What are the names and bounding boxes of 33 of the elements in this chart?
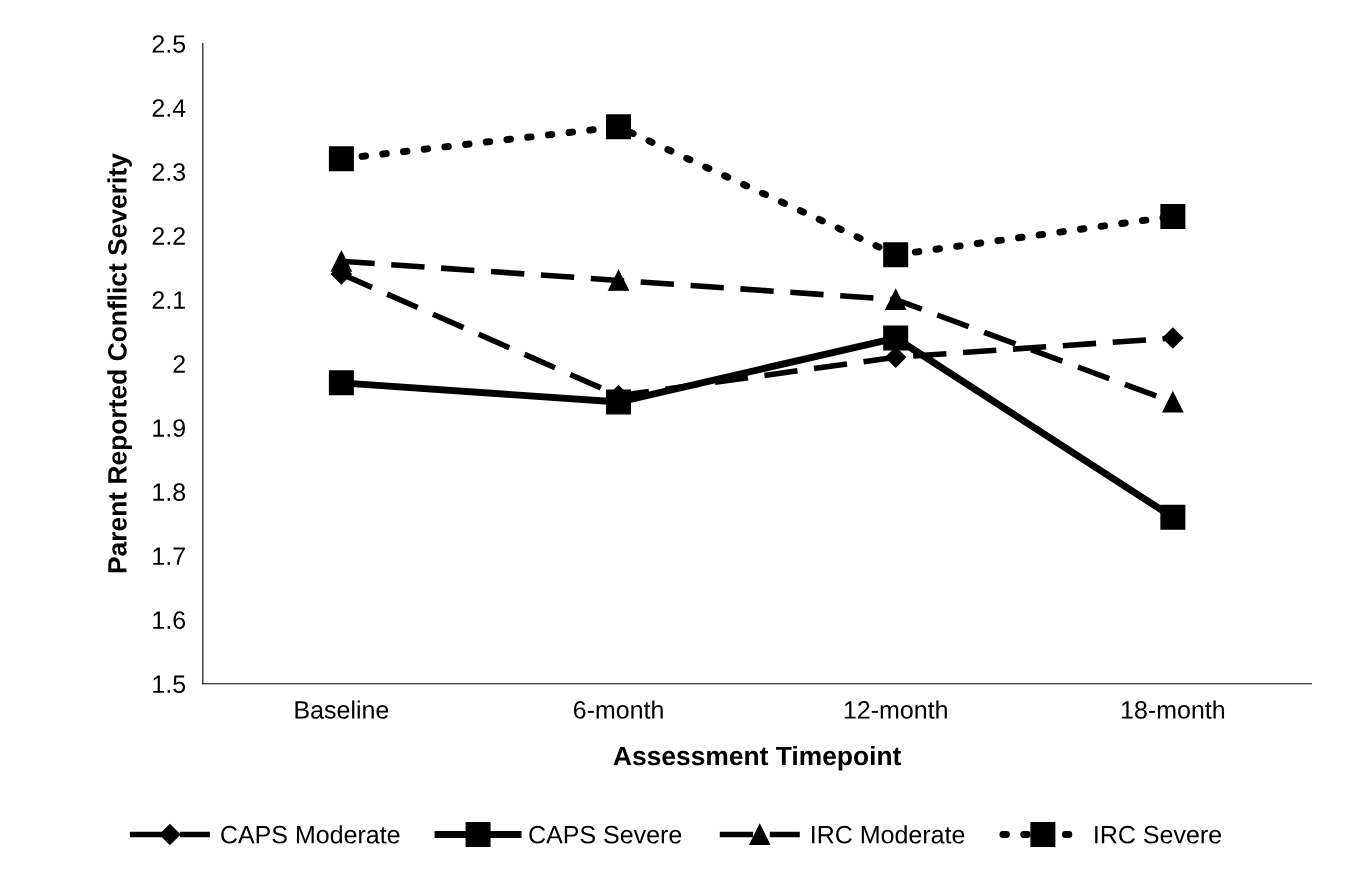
legend-label: CAPS Moderate (221, 825, 400, 844)
point (1160, 504, 1186, 530)
x-tick-label: 12-month (844, 700, 947, 719)
point (885, 346, 907, 368)
point (608, 270, 629, 291)
legend-label: IRC Severe (1095, 825, 1221, 844)
x-tick-label: 6-month (573, 700, 663, 719)
y-tick-label: 2.2 (152, 227, 185, 245)
point (328, 370, 354, 396)
x-tick-label: Baseline (295, 700, 389, 719)
x-tick-label: 18-month (1121, 700, 1225, 719)
point (883, 242, 909, 268)
point (883, 325, 909, 351)
point (328, 146, 354, 172)
y-tick-label: 2 (173, 355, 185, 373)
legend-label: CAPS Severe (529, 825, 682, 844)
y-tick-label: 1.6 (153, 611, 186, 630)
point (606, 114, 632, 140)
y-tick-label: 2.3 (152, 163, 186, 181)
point (1162, 391, 1184, 413)
point (885, 289, 907, 311)
point (1162, 327, 1184, 349)
y-tick-label: 1.9 (153, 419, 185, 437)
y-tick-label: 2.1 (152, 291, 185, 309)
y-tick-label: 1.8 (153, 483, 186, 501)
point (1160, 203, 1186, 229)
y-tick-label: 2.5 (152, 35, 186, 53)
y-tick-label: 1.5 (153, 675, 186, 694)
y-axis-title: Parent Reported Conflict Severity (107, 153, 132, 573)
y-tick-label: 1.7 (153, 547, 185, 565)
y-tick-label: 2.4 (152, 99, 186, 117)
x-axis-title: Assessment Timepoint (613, 745, 902, 771)
legend-label: IRC Moderate (812, 825, 965, 844)
